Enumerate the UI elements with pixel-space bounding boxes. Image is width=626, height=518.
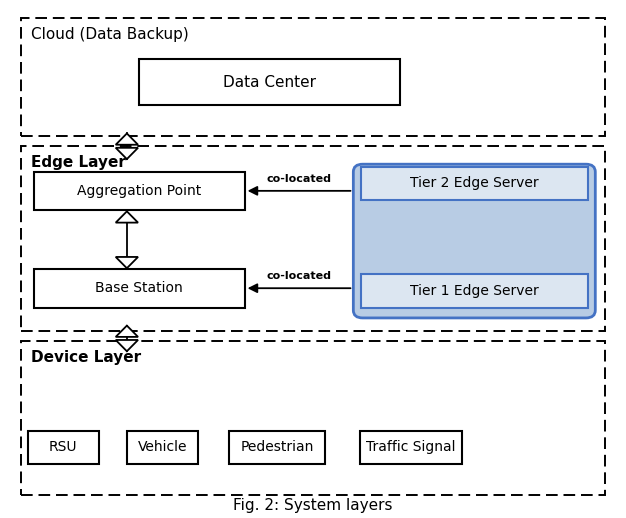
Text: Vehicle: Vehicle <box>138 440 187 454</box>
Bar <box>361 275 588 308</box>
Bar <box>21 18 605 136</box>
Text: co-located: co-located <box>267 271 332 281</box>
Bar <box>127 430 198 464</box>
Polygon shape <box>116 134 138 145</box>
Polygon shape <box>116 148 138 159</box>
Text: Traffic Signal: Traffic Signal <box>366 440 456 454</box>
Bar <box>21 146 605 330</box>
Bar <box>229 430 326 464</box>
Bar <box>28 430 99 464</box>
Polygon shape <box>116 340 138 351</box>
Text: Device Layer: Device Layer <box>31 350 141 365</box>
Text: Aggregation Point: Aggregation Point <box>77 184 202 198</box>
Text: Tier 1 Edge Server: Tier 1 Edge Server <box>410 284 539 298</box>
Polygon shape <box>116 326 138 337</box>
Text: RSU: RSU <box>49 440 78 454</box>
Bar <box>34 269 245 308</box>
Bar <box>359 430 462 464</box>
FancyBboxPatch shape <box>353 164 595 318</box>
Bar <box>34 172 245 210</box>
Text: Base Station: Base Station <box>95 281 183 295</box>
Text: Fig. 2: System layers: Fig. 2: System layers <box>233 498 393 513</box>
Polygon shape <box>116 211 138 223</box>
Text: Cloud (Data Backup): Cloud (Data Backup) <box>31 27 188 42</box>
Text: Edge Layer: Edge Layer <box>31 155 126 170</box>
Bar <box>21 341 605 495</box>
Text: Pedestrian: Pedestrian <box>240 440 314 454</box>
Bar <box>361 167 588 200</box>
Bar <box>139 59 400 105</box>
Text: co-located: co-located <box>267 174 332 184</box>
Text: Data Center: Data Center <box>223 75 316 90</box>
Polygon shape <box>116 257 138 268</box>
Text: Tier 2 Edge Server: Tier 2 Edge Server <box>410 177 539 191</box>
